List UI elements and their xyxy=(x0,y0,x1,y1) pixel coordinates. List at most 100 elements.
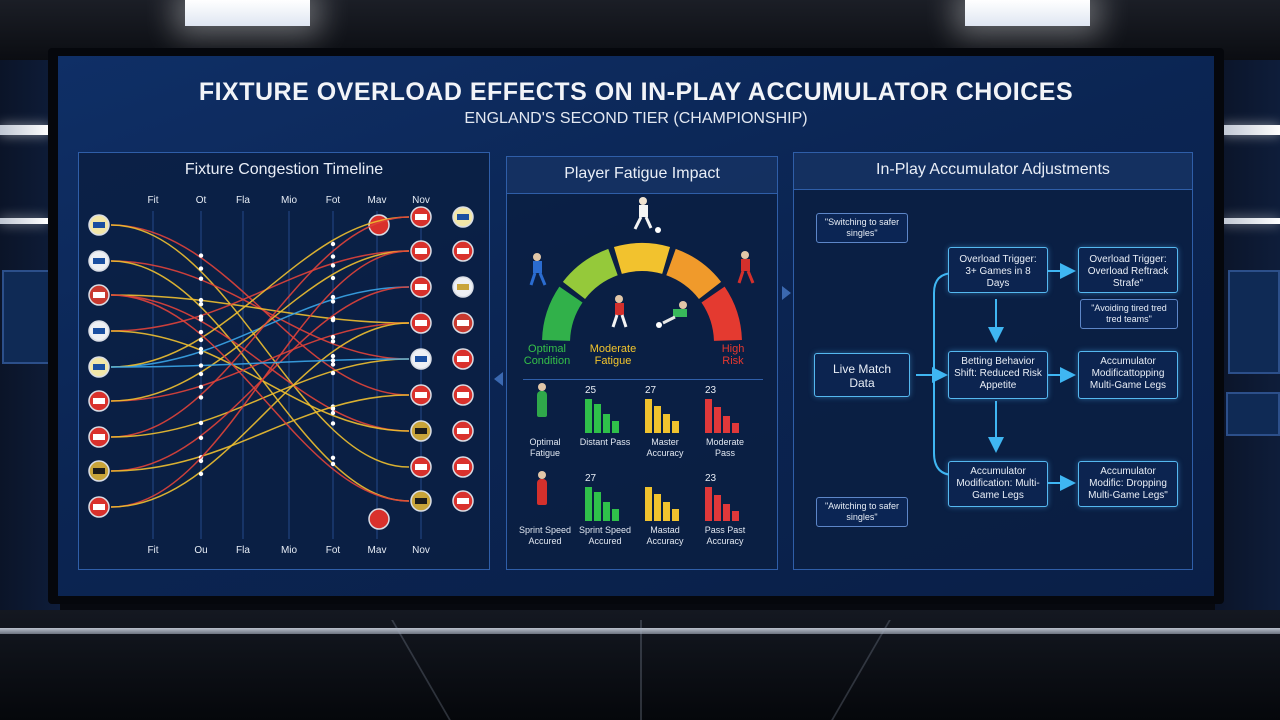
fixture-point xyxy=(330,241,336,247)
fixture-point xyxy=(198,266,204,271)
gauge-label-high-risk: High Risk xyxy=(721,343,745,367)
floor-rail xyxy=(0,628,1280,634)
fixture-link-line xyxy=(110,250,410,332)
player-icon-head xyxy=(538,471,546,479)
metric-bar xyxy=(672,509,679,521)
fixture-point xyxy=(198,384,204,390)
team-crest-left xyxy=(88,496,110,518)
speech-bubble-bottom: "Awitching to safer singles" xyxy=(816,497,908,527)
timeline-top-label: Fit xyxy=(147,195,158,206)
metric-value: 25 xyxy=(585,385,597,396)
display-screen: FIXTURE OVERLOAD EFFECTS ON IN-PLAY ACCU… xyxy=(58,56,1214,596)
fixture-point xyxy=(330,254,336,259)
overload-trigger-node: Overload Trigger: 3+ Games in 8 Days xyxy=(948,247,1048,293)
metric-label: Master Accuracy xyxy=(646,437,684,458)
fixture-point xyxy=(330,317,336,323)
metric-bar xyxy=(705,399,712,433)
team-crest-left xyxy=(88,426,110,448)
fixture-point xyxy=(330,358,336,363)
metric-label: Pass Past Accuracy xyxy=(704,525,746,546)
fatigue-panel: Player Fatigue Impact Optimal Condition … xyxy=(506,156,778,570)
team-crest-left xyxy=(88,356,110,378)
metric-bar xyxy=(723,416,730,433)
fixture-link-line xyxy=(110,330,410,432)
live-match-data-node: Live Match Data xyxy=(814,353,910,397)
player-figure-mid-red xyxy=(611,295,628,328)
team-crest-far-right xyxy=(452,206,474,228)
player-icon-head xyxy=(538,383,546,391)
metric-bar xyxy=(654,406,661,433)
fixture-link-line xyxy=(110,216,410,368)
accumulator-modification-node-1: Accumulator Modificattopping Multi-Game … xyxy=(1078,351,1178,399)
metric-bar xyxy=(612,509,619,521)
fixture-point xyxy=(330,362,336,367)
timeline-top-label: Fla xyxy=(236,195,250,206)
accumulator-title-bar xyxy=(794,153,1192,190)
fixture-point xyxy=(198,297,204,303)
fixture-link-line xyxy=(110,250,410,508)
timeline-title: Fixture Congestion Timeline xyxy=(184,161,384,178)
fixture-point xyxy=(330,353,336,359)
fatigue-gauge xyxy=(529,197,755,341)
player-figure-left xyxy=(529,253,547,286)
page-title: FIXTURE OVERLOAD EFFECTS ON IN-PLAY ACCU… xyxy=(198,78,1074,106)
fixture-point xyxy=(330,410,336,416)
fixture-link-line xyxy=(110,294,410,502)
fixture-link-line xyxy=(110,394,410,472)
fixture-point xyxy=(198,363,204,368)
metric-value: 27 xyxy=(585,473,597,484)
metric-bar xyxy=(645,487,652,521)
team-crest-far-right xyxy=(452,420,474,442)
metric-bar xyxy=(663,502,670,521)
team-crest-right xyxy=(410,206,432,228)
panel-arrow-right xyxy=(782,286,791,300)
fixture-point xyxy=(198,350,204,355)
player-figure-right xyxy=(737,251,755,284)
fixture-point xyxy=(198,302,204,307)
team-crest-right xyxy=(410,276,432,298)
floor-line xyxy=(640,620,642,720)
metric-label: Moderate Pass xyxy=(705,437,745,458)
gauge-segment xyxy=(542,286,583,341)
metric-bar xyxy=(672,421,679,433)
metric-value: 27 xyxy=(645,385,657,396)
fixture-point xyxy=(198,395,204,400)
timeline-bottom-label: Fit xyxy=(147,545,158,556)
metric-value: 23 xyxy=(705,473,717,484)
team-crest-far-right xyxy=(452,348,474,370)
team-crest-far-right xyxy=(452,456,474,478)
fixture-point xyxy=(198,314,204,319)
timeline-top-label: Fot xyxy=(326,195,341,206)
player-icon xyxy=(537,391,547,417)
congestion-timeline-chart: Fit Ot Fla Mio Fot Mav Nov Fit Ou Fla Mio Fot Mav Nov xyxy=(88,195,474,556)
team-crest-right xyxy=(410,490,432,512)
team-crest-bottom-mid xyxy=(368,508,390,530)
player-icon xyxy=(537,479,547,505)
overload-trigger-node-2: Overload Trigger: Overload Reftrack Stra… xyxy=(1078,247,1178,293)
team-crest-far-right xyxy=(452,276,474,298)
timeline-bottom-label: Ou xyxy=(194,545,207,556)
fixture-point xyxy=(198,346,204,352)
team-crest-left xyxy=(88,390,110,412)
fatigue-title-bar xyxy=(507,157,777,194)
team-crest-left xyxy=(88,284,110,306)
fixture-point xyxy=(330,339,336,344)
fixture-point xyxy=(198,329,204,335)
fixture-point xyxy=(330,275,336,281)
fixture-point xyxy=(330,421,336,426)
gauge-segment xyxy=(701,286,742,341)
team-crest-right xyxy=(410,312,432,334)
gauge-segment xyxy=(562,248,618,299)
fixture-point xyxy=(330,455,336,460)
fixture-point xyxy=(330,461,336,467)
timeline-top-label: Nov xyxy=(412,195,430,206)
fixture-point xyxy=(198,458,204,464)
accumulator-panel: In-Play Accumulator Adjustments "Switchi… xyxy=(793,152,1193,570)
fixture-point xyxy=(198,420,204,426)
team-crest-far-right xyxy=(452,384,474,406)
metric-label: Optimal Fatigue xyxy=(529,437,561,458)
fixture-point xyxy=(330,299,336,304)
metric-bar xyxy=(585,399,592,433)
metric-bar xyxy=(732,511,739,521)
fixture-point xyxy=(198,471,204,477)
